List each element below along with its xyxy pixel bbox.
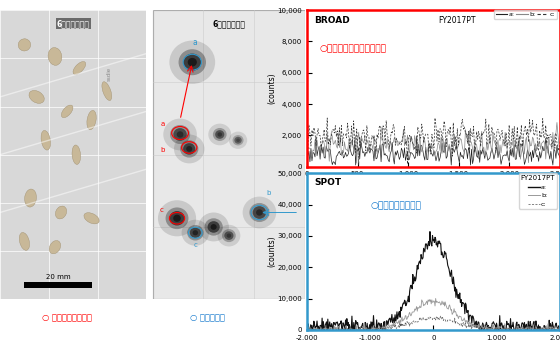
Circle shape <box>188 58 197 67</box>
Text: ○ 点状の分布: ○ 点状の分布 <box>190 313 225 322</box>
Circle shape <box>217 225 240 246</box>
Ellipse shape <box>72 145 81 165</box>
Circle shape <box>173 215 181 222</box>
Circle shape <box>181 220 209 246</box>
Circle shape <box>180 140 198 158</box>
Text: 6年後の地衣類: 6年後の地衣類 <box>57 19 90 28</box>
Circle shape <box>217 132 222 137</box>
Ellipse shape <box>19 233 30 250</box>
Text: ssdie: ssdie <box>107 67 112 81</box>
Text: ○ 拡がりを持つ分布: ○ 拡がりを持つ分布 <box>42 313 92 322</box>
Y-axis label: (counts): (counts) <box>267 72 276 104</box>
Text: a: a <box>161 121 165 127</box>
Ellipse shape <box>29 90 44 103</box>
Circle shape <box>186 146 192 152</box>
Circle shape <box>190 227 201 238</box>
Circle shape <box>256 209 263 216</box>
Bar <box>0 10 147 299</box>
Text: c: c <box>193 242 197 248</box>
Text: ○拡がりを持つ分布の信号: ○拡がりを持つ分布の信号 <box>320 45 386 54</box>
Circle shape <box>213 128 227 141</box>
Circle shape <box>236 138 240 142</box>
Legend: a:, b:, c:: a:, b:, c: <box>519 173 557 209</box>
Ellipse shape <box>84 213 99 224</box>
Legend: a:, b:, c:: a:, b:, c: <box>494 10 557 19</box>
Circle shape <box>198 212 229 241</box>
Circle shape <box>177 131 184 138</box>
Circle shape <box>215 130 225 139</box>
Circle shape <box>174 135 204 164</box>
Circle shape <box>193 230 198 235</box>
Text: BROAD: BROAD <box>315 16 350 26</box>
Text: c: c <box>160 207 164 214</box>
Ellipse shape <box>102 82 112 101</box>
Circle shape <box>225 231 234 240</box>
Circle shape <box>229 132 247 149</box>
Y-axis label: (counts): (counts) <box>267 236 276 268</box>
Circle shape <box>204 218 223 236</box>
Circle shape <box>179 49 206 75</box>
Circle shape <box>169 211 185 225</box>
Circle shape <box>208 221 220 233</box>
Ellipse shape <box>87 110 96 130</box>
Circle shape <box>211 224 217 230</box>
Circle shape <box>253 206 266 219</box>
Ellipse shape <box>73 62 86 74</box>
Ellipse shape <box>18 39 31 51</box>
Ellipse shape <box>41 131 50 150</box>
Ellipse shape <box>25 189 36 207</box>
Circle shape <box>208 124 231 145</box>
Circle shape <box>174 128 187 141</box>
Ellipse shape <box>48 48 62 65</box>
Bar <box>152 10 305 299</box>
Text: FY2017PT: FY2017PT <box>438 16 476 26</box>
Bar <box>25 283 92 288</box>
Text: SPOT: SPOT <box>315 178 342 187</box>
Circle shape <box>232 135 244 146</box>
Circle shape <box>249 203 269 222</box>
Circle shape <box>227 234 231 238</box>
Circle shape <box>158 200 196 236</box>
Circle shape <box>166 207 189 229</box>
Circle shape <box>169 40 215 84</box>
Circle shape <box>183 143 195 155</box>
Ellipse shape <box>49 241 60 254</box>
Text: 20 mm: 20 mm <box>46 274 71 280</box>
Text: a: a <box>193 38 198 47</box>
Circle shape <box>242 197 276 228</box>
Circle shape <box>187 225 204 240</box>
Circle shape <box>183 53 202 71</box>
X-axis label: (μm): (μm) <box>424 179 442 188</box>
Ellipse shape <box>62 105 73 118</box>
Circle shape <box>164 119 197 150</box>
Text: ○点状の分布の信号: ○点状の分布の信号 <box>370 202 421 210</box>
Text: b: b <box>267 190 271 196</box>
Circle shape <box>222 229 236 242</box>
Text: b: b <box>160 147 165 153</box>
Text: 6年後の地衣類: 6年後の地衣類 <box>212 19 245 28</box>
Ellipse shape <box>55 206 67 219</box>
Circle shape <box>235 137 242 144</box>
Circle shape <box>170 125 190 144</box>
